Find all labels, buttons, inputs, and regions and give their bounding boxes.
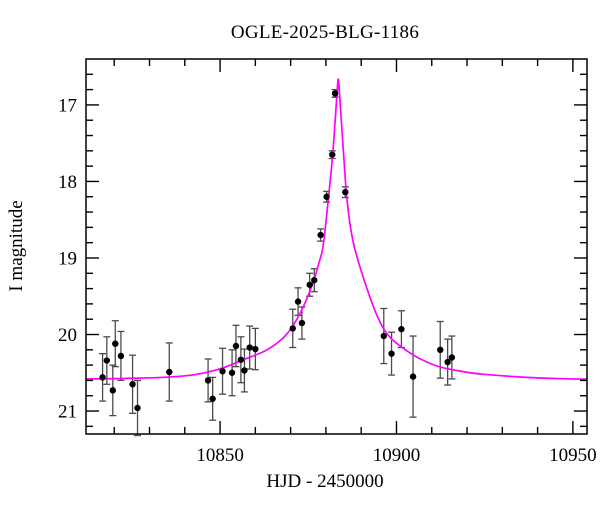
y-tick-label: 21 <box>58 402 77 423</box>
data-point <box>317 231 324 239</box>
y-tick-label: 18 <box>58 172 77 193</box>
y-tick-label: 20 <box>58 325 77 346</box>
data-point <box>444 358 451 366</box>
data-point <box>109 387 117 394</box>
data-point <box>331 90 339 97</box>
data-point <box>219 368 226 375</box>
data-point <box>228 369 236 376</box>
data-point <box>117 352 125 360</box>
data-point <box>112 340 119 347</box>
data-point <box>380 332 387 340</box>
data-point <box>289 325 296 332</box>
data-point <box>437 346 444 354</box>
data-point <box>166 368 173 376</box>
data-point <box>294 298 302 305</box>
data-point <box>232 342 240 350</box>
data-point <box>298 319 306 327</box>
data-point <box>329 151 336 158</box>
data-point <box>409 373 417 380</box>
y-tick-label: 17 <box>58 95 77 116</box>
data-point <box>237 356 245 363</box>
data-point <box>241 367 248 374</box>
data-point <box>99 374 106 381</box>
model-light-curve <box>85 78 588 381</box>
x-tick-label: 10900 <box>373 445 421 466</box>
y-tick-label: 19 <box>58 248 77 269</box>
data-point <box>448 354 456 361</box>
chart-title: OGLE-2025-BLG-1186 <box>230 22 420 43</box>
plot-frame <box>85 58 588 435</box>
data-point <box>103 357 111 364</box>
data-point <box>252 345 259 353</box>
data-point <box>134 404 141 412</box>
data-point <box>323 193 330 200</box>
x-axis-label: HJD - 2450000 <box>266 471 384 492</box>
x-tick-label: 10850 <box>196 445 244 466</box>
data-point <box>342 188 349 196</box>
data-point <box>311 276 318 284</box>
data-point <box>209 395 216 402</box>
data-point <box>388 350 395 357</box>
data-point <box>204 377 212 384</box>
data-point <box>306 281 313 288</box>
data-point <box>246 344 253 351</box>
x-tick-label: 10950 <box>549 445 597 466</box>
data-point <box>129 381 136 388</box>
data-point <box>398 325 405 333</box>
